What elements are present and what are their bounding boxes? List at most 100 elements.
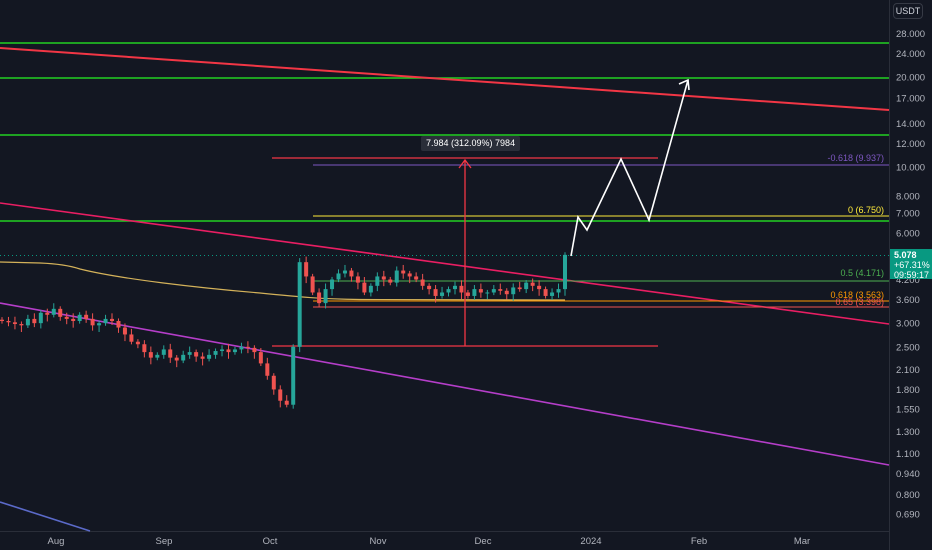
last-price-change: +67.31% — [894, 260, 930, 270]
candle-body — [504, 290, 509, 295]
candle-body — [174, 357, 179, 361]
candle-body — [103, 318, 108, 324]
candle-body — [524, 282, 529, 290]
last-price-value: 5.078 — [894, 250, 917, 260]
candle-body — [45, 312, 50, 315]
fib-label: 0.618 (3.563) — [830, 290, 884, 300]
y-tick-label: 14.000 — [896, 119, 925, 130]
candle-body — [498, 289, 503, 291]
candle-body — [478, 289, 483, 293]
candle-body — [304, 262, 309, 277]
candle-body — [317, 292, 322, 304]
candle-body — [148, 352, 153, 358]
y-tick-label: 2.500 — [896, 342, 920, 353]
time-axis[interactable]: Aug Sep Oct Nov Dec 2024 Feb Mar — [48, 536, 811, 547]
candle-body — [232, 349, 237, 353]
x-tick-label: Sep — [156, 536, 173, 547]
candle-body — [64, 316, 69, 319]
bar-countdown: 09:59:17 — [894, 270, 930, 280]
downtrend-line — [0, 202, 890, 325]
y-tick-label: 8.000 — [896, 191, 920, 202]
candle-body — [25, 318, 30, 326]
candles — [0, 252, 567, 409]
candle-body — [194, 352, 199, 357]
x-tick-label: Dec — [475, 536, 492, 547]
candle-body — [543, 289, 548, 296]
candle-body — [32, 318, 37, 324]
candle-body — [401, 270, 406, 274]
candle-body — [388, 279, 393, 283]
channel-lower-line — [0, 302, 890, 466]
candle-body — [511, 287, 516, 295]
fib-label: 0.65 (3.398) — [835, 297, 884, 307]
candle-body — [271, 375, 276, 390]
candle-body — [116, 321, 121, 328]
candle-body — [420, 279, 425, 286]
candle-body — [77, 314, 82, 322]
candle-body — [330, 279, 335, 290]
fib-labels: -0.618 (9.937) 0 (6.750) 0.5 (4.171) 0.618 … — [827, 153, 884, 307]
projection-path — [570, 79, 689, 257]
y-tick-label: 1.300 — [896, 427, 920, 438]
moving-average-line — [0, 261, 566, 301]
candle-body — [252, 347, 257, 353]
candle-body — [12, 322, 17, 325]
y-tick-label: 7.000 — [896, 209, 920, 220]
candle-body — [517, 287, 522, 290]
candle-body — [485, 292, 490, 294]
y-tick-label: 3.000 — [896, 319, 920, 330]
candle-body — [407, 273, 412, 277]
candle-body — [452, 285, 457, 290]
candle-body — [200, 356, 205, 359]
candle-body — [187, 352, 192, 355]
currency-button[interactable]: USDT — [893, 3, 923, 19]
candle-body — [51, 308, 56, 315]
y-tick-label: 6.000 — [896, 229, 920, 240]
y-tick-label: 17.000 — [896, 94, 925, 105]
y-tick-label: 1.800 — [896, 385, 920, 396]
candle-body — [181, 354, 186, 361]
candle-body — [19, 324, 24, 326]
support-line — [0, 501, 91, 532]
candle-body — [563, 254, 567, 290]
candle-body — [433, 289, 438, 296]
candle-body — [336, 273, 341, 280]
candle-body — [491, 289, 496, 293]
y-tick-label: 20.000 — [896, 72, 925, 83]
fib-label: 0.5 (4.171) — [840, 268, 884, 278]
x-tick-label: Mar — [794, 536, 810, 547]
candle-body — [239, 346, 244, 350]
price-axis[interactable]: 28.000 24.000 20.000 17.000 14.000 12.000 10.0… — [896, 29, 925, 521]
candle-body — [284, 400, 289, 405]
candle-body — [278, 389, 283, 401]
candle-body — [381, 276, 386, 280]
y-tick-label: 10.000 — [896, 162, 925, 173]
candle-body — [265, 363, 270, 376]
candle-body — [297, 262, 302, 347]
fib-label: -0.618 (9.937) — [827, 153, 884, 163]
candle-body — [342, 270, 347, 274]
y-tick-label: 2.100 — [896, 365, 920, 376]
y-tick-label: 28.000 — [896, 29, 925, 40]
y-tick-label: 0.940 — [896, 469, 920, 480]
x-tick-label: Aug — [48, 536, 65, 547]
last-price-badge: 5.078 +67.31% 09:59:17 — [890, 249, 932, 280]
candle-body — [349, 270, 354, 277]
y-tick-label: 3.600 — [896, 295, 920, 306]
y-tick-label: 1.550 — [896, 404, 920, 415]
candle-body — [465, 292, 470, 296]
measure-arrow-head — [458, 158, 472, 169]
candle-body — [161, 349, 166, 355]
x-tick-label: 2024 — [580, 536, 601, 547]
projection-arrow-head — [678, 78, 690, 91]
candle-body — [129, 334, 134, 342]
candle-body — [71, 318, 76, 322]
candle-body — [213, 351, 218, 355]
candle-body — [291, 346, 296, 405]
candle-body — [258, 352, 263, 364]
y-tick-label: 0.690 — [896, 509, 920, 520]
candle-body — [168, 349, 173, 358]
candle-body — [84, 314, 89, 319]
candle-body — [556, 289, 561, 293]
